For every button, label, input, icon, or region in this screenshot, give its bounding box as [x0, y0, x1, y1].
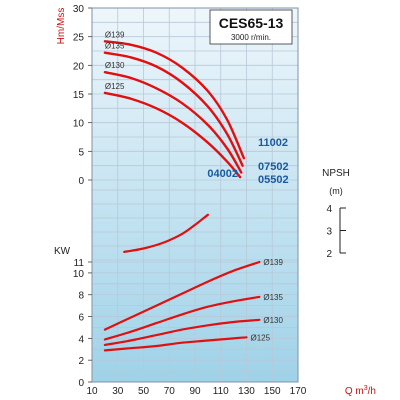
head-tick-label-15: 15 [73, 90, 85, 101]
npsh-unit-label: (m) [329, 186, 343, 196]
chart-title: CES65-13 [219, 15, 284, 31]
x-tick-label-170: 170 [290, 386, 307, 397]
x-tick-label-50: 50 [138, 386, 150, 397]
power-curve-0 [103, 260, 261, 331]
power-curve-label-1: Ø135 [263, 293, 283, 302]
npsh-curve-0 [123, 213, 209, 253]
npsh-tick-label-3: 3 [326, 227, 332, 238]
head-curve-label-2: Ø130 [105, 61, 125, 70]
x-tick-label-130: 130 [238, 386, 255, 397]
head-tick-label-20: 20 [73, 61, 85, 72]
x-label-suffix: /h [368, 386, 376, 397]
npsh-axis-label: NPSH [322, 168, 350, 179]
power-tick-label-8: 8 [78, 291, 84, 302]
x-tick-label-150: 150 [264, 386, 281, 397]
head-curve-label-0: Ø139 [105, 30, 125, 39]
head-tick-label-5: 5 [78, 147, 84, 158]
power-curve-label-2: Ø130 [263, 316, 283, 325]
head-tick-label-30: 30 [73, 4, 85, 15]
head-curve-1 [103, 51, 244, 167]
x-tick-label-110: 110 [213, 386, 229, 397]
x-tick-label-90: 90 [189, 386, 201, 397]
head-curve-2 [103, 71, 243, 174]
curves [103, 40, 261, 352]
x-tick-label-10: 10 [86, 386, 98, 397]
power-tick-label-11: 11 [74, 258, 85, 269]
labels: Ø139 Ø135 Ø130 Ø125 Ø139 Ø135 Ø130 Ø125 CES65-13… [105, 9, 293, 342]
npsh-tick-label-2: 2 [326, 249, 332, 260]
power-tick-label-0: 0 [78, 378, 84, 389]
power-tick-label-10: 10 [73, 269, 85, 280]
head-tick-label-0: 0 [78, 176, 84, 187]
x-label-prefix: Q m [345, 386, 364, 397]
head-curve-label-1: Ø135 [105, 42, 125, 51]
power-axis-label: KW [54, 246, 71, 257]
model-label-04002: 04002 [207, 168, 238, 180]
head-axis-label: Hm/Mss [56, 8, 67, 45]
head-curve-0 [103, 40, 246, 160]
title-box [209, 9, 293, 45]
power-tick-label-2: 2 [78, 356, 84, 367]
model-label-05502: 05502 [258, 174, 289, 186]
head-tick-label-25: 25 [73, 33, 85, 44]
head-curve-3 [103, 91, 242, 179]
power-curve-3 [103, 336, 248, 352]
head-tick-label-10: 10 [73, 119, 85, 130]
x-axis-label: Q m3/h [345, 385, 376, 397]
power-tick-label-6: 6 [78, 313, 84, 324]
power-curve-label-3: Ø125 [251, 333, 271, 342]
head-curve-label-3: Ø125 [105, 82, 125, 91]
x-tick-label-30: 30 [112, 386, 124, 397]
x-label-sup: 3 [364, 385, 368, 392]
model-label-07502: 07502 [258, 161, 289, 173]
chart-subtitle: 3000 r/min. [231, 33, 271, 42]
x-tick-label-70: 70 [164, 386, 176, 397]
plot-frame [91, 7, 299, 383]
npsh-tick-label-4: 4 [326, 204, 332, 215]
power-tick-label-4: 4 [78, 334, 84, 345]
power-curve-2 [103, 318, 261, 346]
power-curve-label-0: Ø139 [263, 258, 283, 267]
power-curve-1 [103, 295, 261, 341]
model-label-11002: 11002 [258, 137, 288, 149]
